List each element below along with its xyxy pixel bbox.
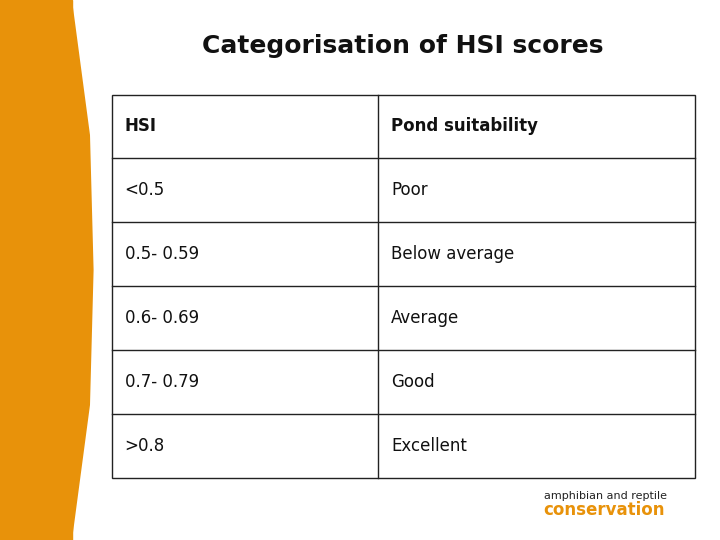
Text: Categorisation of HSI scores: Categorisation of HSI scores [202, 34, 604, 58]
Text: 0.6- 0.69: 0.6- 0.69 [125, 309, 199, 327]
Text: >0.8: >0.8 [125, 437, 165, 455]
Text: Below average: Below average [391, 245, 514, 264]
Text: HSI: HSI [125, 118, 156, 136]
Text: amphibian and reptile: amphibian and reptile [544, 491, 667, 501]
Bar [112, 94, 695, 478]
Text: Excellent: Excellent [391, 437, 467, 455]
Text: conservation: conservation [544, 502, 665, 519]
Text: 0.7- 0.79: 0.7- 0.79 [125, 373, 199, 391]
Text: <0.5: <0.5 [125, 181, 165, 199]
Text: 0.5- 0.59: 0.5- 0.59 [125, 245, 199, 264]
Text: Poor: Poor [391, 181, 428, 199]
Text: Good: Good [391, 373, 435, 391]
Text: Pond suitability: Pond suitability [391, 118, 538, 136]
Text: Average: Average [391, 309, 459, 327]
